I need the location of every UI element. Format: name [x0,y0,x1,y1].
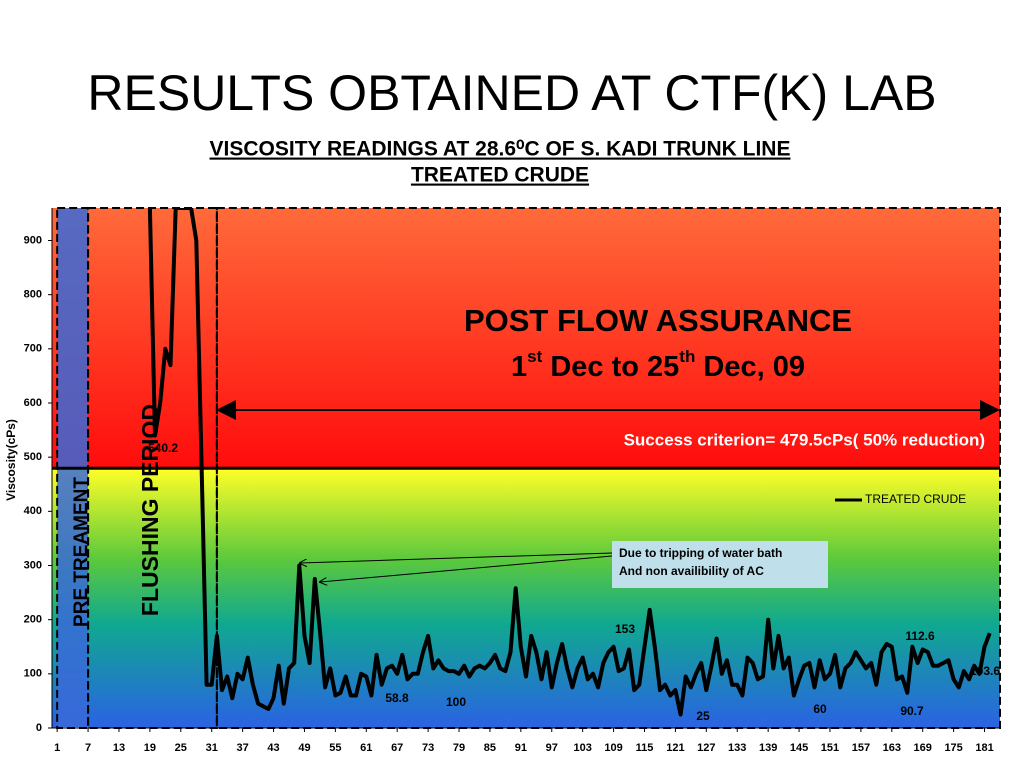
x-tick-label: 115 [636,742,654,754]
x-tick-label: 73 [422,742,434,754]
x-tick-label: 1 [54,742,60,754]
x-tick-label: 55 [329,742,341,754]
pre-label: PRE TREAMENT [71,477,92,627]
callout-text: And non availibility of AC [619,564,764,578]
date-part: Dec to 25 [542,351,679,383]
date-part: st [527,347,542,366]
data-annotation: 58.8 [385,691,409,705]
data-annotation: 25 [696,709,710,723]
x-tick-label: 109 [604,742,622,754]
x-tick-label: 121 [666,742,684,754]
x-tick-label: 91 [515,742,527,754]
x-tick-label: 127 [697,742,715,754]
region-title: POST FLOW ASSURANCE [464,303,852,338]
zone-above [52,208,1000,469]
y-tick-label: 0 [36,722,42,734]
data-annotation: 100 [446,695,466,709]
zone-below [52,468,1000,728]
x-tick-label: 151 [821,742,839,754]
callout-pointer [320,555,613,582]
threshold-label: Success criterion= 479.5cPs( 50% reducti… [624,430,985,449]
series-line [147,208,992,717]
x-tick-label: 61 [360,742,372,754]
legend-label: TREATED CRUDE [865,492,966,506]
x-tick-label: 181 [975,742,993,754]
data-annotation: 112.6 [905,629,935,643]
y-tick-label: 500 [24,451,42,463]
callout-text: Due to tripping of water bath [619,546,782,560]
chart-title: VISCOSITY READINGS AT 28.6⁰C OF S. KADI … [210,138,791,161]
data-annotation: 540.2 [148,441,178,455]
x-tick-label: 7 [85,742,91,754]
y-axis-label: Viscosity(cPs) [4,419,18,501]
x-tick-label: 163 [883,742,901,754]
x-tick-label: 157 [852,742,870,754]
y-tick-label: 800 [24,289,42,301]
slide-title: RESULTS OBTAINED AT CTF(K) LAB [87,65,936,121]
x-tick-label: 43 [267,742,279,754]
x-tick-label: 85 [484,742,496,754]
y-tick-label: 100 [24,668,42,680]
callout-pointer [300,552,613,563]
data-annotation: 60 [813,702,827,716]
x-tick-label: 97 [546,742,558,754]
x-tick-label: 37 [237,742,249,754]
x-tick-label: 25 [175,742,187,754]
x-tick-label: 79 [453,742,465,754]
date-part: th [679,347,695,366]
y-tick-label: 600 [24,397,42,409]
x-tick-label: 133 [728,742,746,754]
x-tick-label: 175 [944,742,962,754]
y-tick-label: 400 [24,505,42,517]
y-tick-label: 200 [24,614,42,626]
data-annotation: 90.7 [900,704,924,718]
data-annotation: 153 [615,622,635,636]
chart-title: TREATED CRUDE [411,164,589,187]
x-tick-label: 31 [206,742,218,754]
x-tick-label: 103 [573,742,591,754]
x-tick-label: 19 [144,742,156,754]
x-tick-label: 145 [790,742,808,754]
data-annotation: 103.6 [970,664,1000,678]
x-tick-label: 13 [113,742,125,754]
region-dates: 1st Dec to 25th Dec, 09 [511,347,805,382]
x-tick-label: 139 [759,742,777,754]
x-tick-label: 49 [298,742,310,754]
date-part: 1 [511,351,527,383]
y-tick-label: 700 [24,343,42,355]
x-tick-label: 169 [914,742,932,754]
y-tick-label: 900 [24,234,42,246]
y-tick-label: 300 [24,559,42,571]
callout-box [612,541,828,588]
flushing-label: FLUSHING PERIOD [137,404,163,616]
plot: VISCOSITY READINGS AT 28.6⁰C OF S. KADI … [4,138,1001,754]
x-tick-label: 67 [391,742,403,754]
date-part: Dec, 09 [695,351,805,383]
